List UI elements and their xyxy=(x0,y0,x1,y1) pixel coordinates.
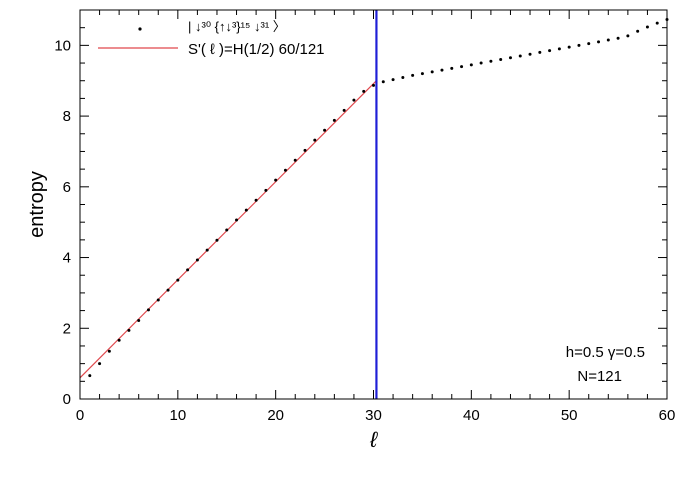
data-point xyxy=(107,349,111,353)
x-tick-label: 60 xyxy=(659,407,676,424)
x-tick-label: 10 xyxy=(169,407,186,424)
data-point xyxy=(450,66,454,70)
data-point xyxy=(332,118,336,122)
data-point xyxy=(352,98,356,102)
x-axis-label: ℓ xyxy=(369,427,378,452)
data-point xyxy=(362,89,366,93)
data-point xyxy=(401,76,405,80)
data-point xyxy=(205,248,209,252)
data-point xyxy=(616,36,620,40)
data-point xyxy=(391,78,395,82)
data-point xyxy=(538,50,542,54)
data-point xyxy=(264,188,268,192)
data-point xyxy=(528,52,532,56)
data-point xyxy=(460,65,464,69)
data-point xyxy=(469,63,473,67)
data-point xyxy=(195,258,199,262)
data-point xyxy=(577,43,581,47)
data-point xyxy=(225,228,229,232)
data-point xyxy=(176,278,180,282)
y-tick-label: 4 xyxy=(63,250,71,267)
data-point xyxy=(479,61,483,65)
data-point xyxy=(186,268,190,272)
data-point xyxy=(166,288,170,292)
data-point xyxy=(548,49,552,53)
series-line-fit xyxy=(79,80,377,379)
legend-label-line: S'( ℓ )=H(1/2) 60/121 xyxy=(188,41,325,58)
data-point xyxy=(98,362,102,366)
data-point xyxy=(146,308,150,312)
data-point xyxy=(567,45,571,49)
data-point xyxy=(518,54,522,58)
data-point xyxy=(655,21,659,25)
data-point xyxy=(372,83,375,87)
data-point xyxy=(156,298,160,302)
data-point xyxy=(420,72,424,76)
plot-frame xyxy=(79,9,668,400)
data-point xyxy=(254,198,258,202)
data-point xyxy=(626,34,630,38)
legend-label-points: | ↓³⁰ {↑↓³}¹⁵ ↓³¹ 〉 xyxy=(188,19,286,34)
legend: | ↓³⁰ {↑↓³}¹⁵ ↓³¹ 〉 S'( ℓ )=H(1/2) 60/12… xyxy=(98,19,325,58)
x-tick-label: 50 xyxy=(561,407,578,424)
annotation-size: N=121 xyxy=(577,368,622,385)
data-point xyxy=(313,138,317,142)
data-point xyxy=(430,70,434,74)
data-point xyxy=(323,128,327,132)
data-point xyxy=(283,168,287,172)
data-point xyxy=(597,40,601,44)
data-point xyxy=(274,178,278,182)
y-tick-label: 0 xyxy=(63,391,71,408)
y-tick-label: 8 xyxy=(63,108,71,125)
legend-marker-points xyxy=(138,27,142,31)
y-tick-label: 2 xyxy=(63,320,71,337)
data-point xyxy=(244,208,248,212)
x-tick-label: 20 xyxy=(267,407,284,424)
data-point xyxy=(381,80,385,84)
annotation-params: h=0.5 γ=0.5 xyxy=(566,344,645,361)
data-point xyxy=(508,56,512,60)
axis-ticks: 0 10 20 30 40 50 60 0 2 4 6 8 10 xyxy=(54,10,675,424)
data-point xyxy=(411,73,415,77)
data-point xyxy=(137,318,141,322)
data-point xyxy=(587,42,591,46)
data-point xyxy=(440,68,444,72)
data-point xyxy=(645,25,649,29)
y-tick-label: 6 xyxy=(63,179,71,196)
data-point xyxy=(235,218,239,222)
plot-area xyxy=(79,10,669,399)
x-tick-label: 0 xyxy=(76,407,84,424)
data-point xyxy=(127,328,131,332)
x-tick-label: 30 xyxy=(365,407,382,424)
data-point xyxy=(557,47,561,51)
y-tick-label: 10 xyxy=(54,37,71,54)
data-point xyxy=(489,59,493,63)
data-point xyxy=(293,158,297,162)
y-axis-label: entropy xyxy=(26,171,48,238)
data-point xyxy=(215,238,219,242)
data-point xyxy=(499,58,503,62)
data-point xyxy=(117,338,121,342)
data-point xyxy=(88,374,92,378)
x-tick-label: 40 xyxy=(463,407,480,424)
data-point xyxy=(342,108,346,112)
data-point xyxy=(303,148,307,152)
data-point xyxy=(606,38,610,42)
data-point xyxy=(636,29,640,33)
